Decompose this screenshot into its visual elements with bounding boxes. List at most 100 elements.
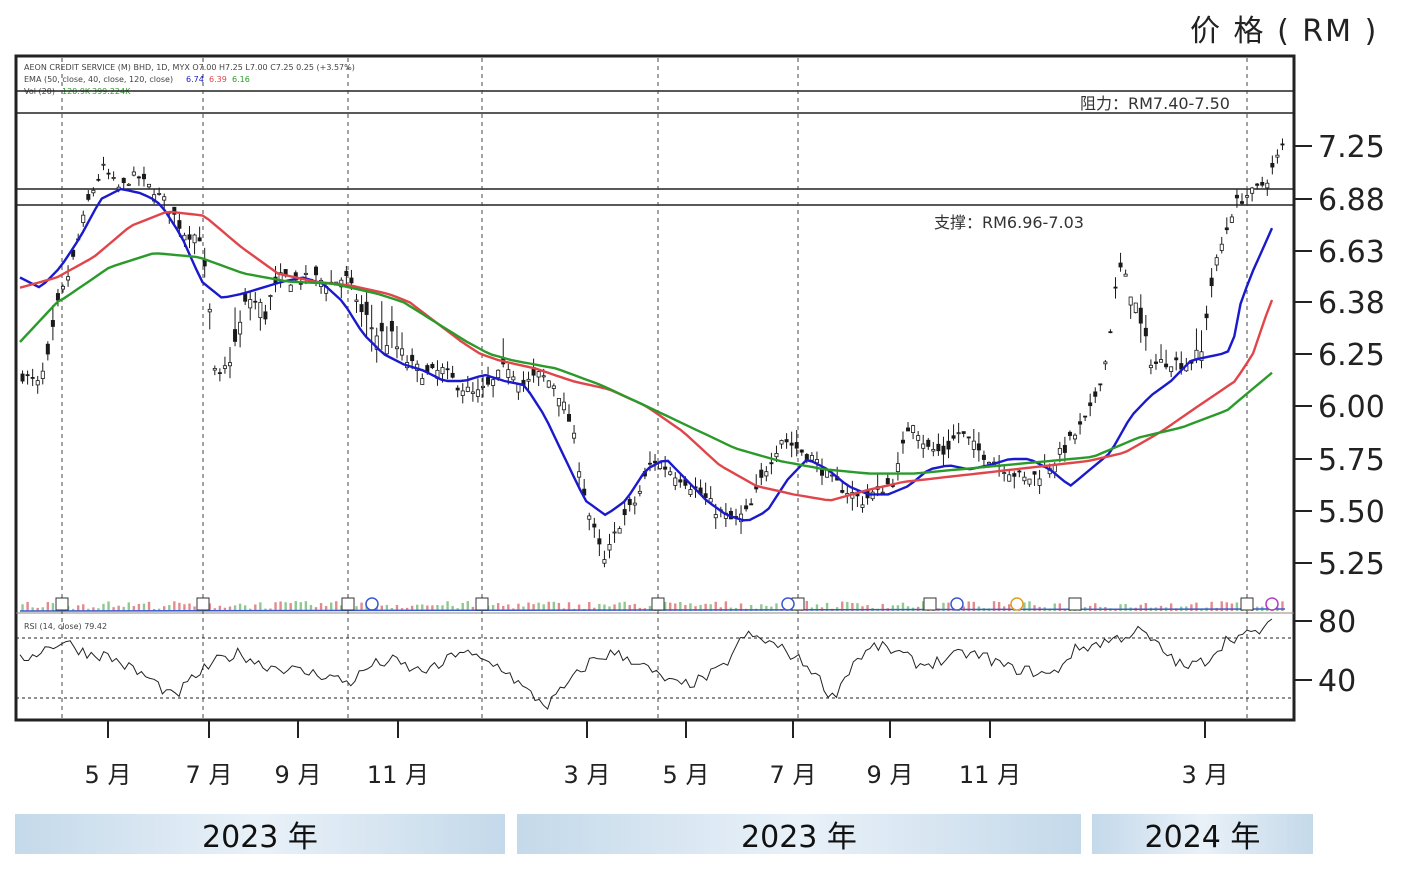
candle-body xyxy=(455,387,460,391)
y-axis-ticks: 7.25 6.88 6.63 6.38 6.25 6.00 5.75 5.50 5.25 80 40 xyxy=(1294,130,1385,699)
volume-bar xyxy=(1159,605,1163,611)
volume-bar xyxy=(942,602,945,611)
event-marker-lines xyxy=(61,58,1248,718)
candle-body xyxy=(496,369,501,379)
candle-body xyxy=(111,177,116,180)
candle-body xyxy=(369,327,374,330)
candle-body xyxy=(1032,471,1037,475)
volume-bar xyxy=(537,602,540,611)
volume-bar xyxy=(770,606,773,611)
candle-body xyxy=(911,425,916,433)
candle-body xyxy=(460,390,465,396)
candle-body xyxy=(622,509,627,516)
candle-body xyxy=(136,176,141,179)
volume-bar xyxy=(431,605,434,611)
candle-body xyxy=(749,503,754,506)
earnings-marker xyxy=(196,597,210,611)
earnings-marker xyxy=(923,597,937,611)
year-band-3: 2024 年 xyxy=(1092,814,1313,855)
volume-bar xyxy=(815,604,819,611)
volume-bar xyxy=(208,603,211,611)
candle-body xyxy=(880,491,885,494)
volume-bar xyxy=(1195,602,1198,611)
candle-body xyxy=(238,321,243,335)
candle-body xyxy=(647,462,652,465)
candle-body xyxy=(400,348,405,356)
volume-bar xyxy=(1053,603,1056,611)
volume-bar xyxy=(972,601,976,611)
volume-bar xyxy=(188,603,191,611)
candle-body xyxy=(197,237,202,242)
volume-bar xyxy=(775,603,778,611)
volume-bar xyxy=(87,608,90,611)
candle-body xyxy=(1138,307,1143,324)
candle-body xyxy=(1078,421,1083,425)
volume-bar xyxy=(309,605,313,611)
candle-body xyxy=(384,345,389,355)
volume-bar xyxy=(304,601,308,611)
candle-body xyxy=(653,460,658,464)
volume-bar xyxy=(522,606,525,611)
candle-body xyxy=(465,386,470,392)
volume-bar xyxy=(264,608,267,611)
volume-bar xyxy=(405,607,409,611)
volume-bar xyxy=(861,606,864,611)
candle-body xyxy=(1128,296,1133,306)
candle-body xyxy=(141,173,146,180)
candle-body xyxy=(1270,162,1275,168)
candle-body xyxy=(556,397,561,407)
candle-body xyxy=(1012,473,1017,477)
candle-body xyxy=(1219,243,1224,251)
candle-body xyxy=(1169,366,1174,372)
volume-bar xyxy=(446,601,449,611)
candle-body xyxy=(774,453,779,458)
candle-body xyxy=(480,385,485,388)
volume-bar xyxy=(557,602,561,611)
candle-body xyxy=(607,544,612,551)
volume-bar xyxy=(1281,601,1284,611)
volume-bar xyxy=(299,602,303,611)
candle-body xyxy=(1098,383,1103,386)
event-markers xyxy=(55,597,1279,611)
volume-bar xyxy=(147,601,151,611)
volume-bar xyxy=(243,605,247,611)
volume-bar xyxy=(714,601,717,611)
earnings-marker xyxy=(651,597,665,611)
candle-body xyxy=(906,427,911,432)
volume-bar xyxy=(1094,603,1097,611)
volume-bar xyxy=(426,605,429,611)
candle-body xyxy=(1245,195,1250,198)
y-tick-label: 6.00 xyxy=(1318,390,1385,425)
volume-bar xyxy=(962,606,965,611)
volume-bar xyxy=(254,604,257,611)
x-tick-label: 7 月 xyxy=(186,761,233,789)
volume-bar xyxy=(633,603,636,611)
legend-line2: EMA (50, close, 40, close, 120, close) xyxy=(24,75,173,84)
y-tick-label: 7.25 xyxy=(1318,130,1385,165)
candle-body xyxy=(157,193,162,195)
volume-bar xyxy=(127,602,130,611)
volume-bar xyxy=(1058,603,1062,611)
candle-body xyxy=(597,538,602,545)
volume-bar xyxy=(547,601,550,611)
volume-bar xyxy=(542,604,545,611)
candle-body xyxy=(410,354,415,362)
volume-bar xyxy=(92,607,95,611)
volume-bar xyxy=(102,603,105,611)
candle-body xyxy=(1037,478,1042,486)
support-label: 支撑：RM6.96-7.03 xyxy=(934,213,1084,232)
candle-body xyxy=(1002,472,1007,475)
volume-bar xyxy=(21,604,24,611)
volume-bar xyxy=(765,605,768,611)
candle-body xyxy=(258,302,263,319)
volume-bar xyxy=(274,602,277,611)
volume-bar xyxy=(451,605,454,611)
candle-body xyxy=(491,379,496,386)
volume-bar xyxy=(107,601,110,611)
volume-bar xyxy=(684,605,687,611)
candle-body xyxy=(971,440,976,450)
candle-body xyxy=(91,189,96,194)
volume-bar xyxy=(324,606,328,611)
candle-body xyxy=(45,343,50,355)
volume-bar xyxy=(1144,603,1148,611)
